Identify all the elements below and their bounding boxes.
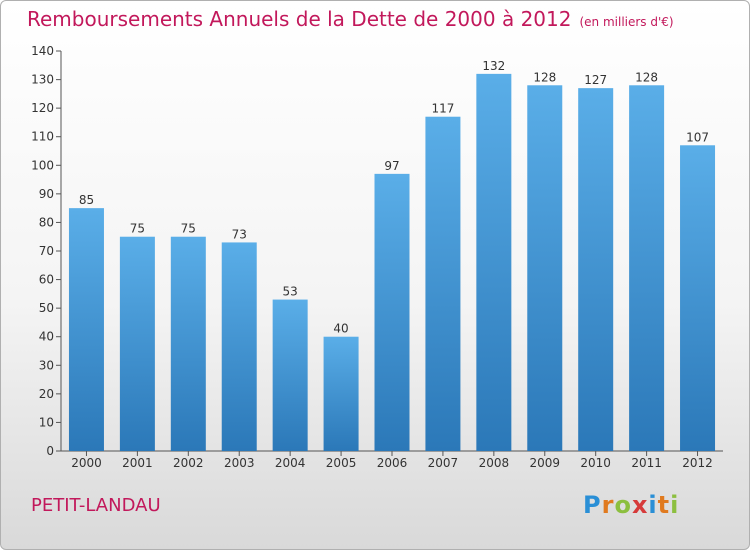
bar-value-label: 128 [533,70,556,84]
bar-value-label: 117 [431,102,454,116]
chart-title-line: Remboursements Annuels de la Dette de 20… [27,7,674,31]
x-tick-label: 2001 [122,456,153,470]
bar-value-label: 128 [635,70,658,84]
y-tick-label: 110 [31,130,54,144]
logo-letter: t [657,491,671,519]
y-tick-label: 30 [39,358,54,372]
bar [476,73,512,451]
bar-value-label: 73 [232,227,247,241]
bar-value-label: 127 [584,73,607,87]
bar [680,145,716,452]
commune-name: PETIT-LANDAU [31,495,161,516]
y-tick-label: 60 [39,273,54,287]
x-tick-label: 2009 [529,456,560,470]
bar [374,173,410,451]
logo-letter: i [648,491,658,519]
proxiti-logo: Proxiti [583,491,679,519]
bar [68,208,104,451]
bar [425,116,461,451]
x-tick-label: 2005 [326,456,357,470]
y-tick-label: 20 [39,387,54,401]
y-tick-label: 120 [31,101,54,115]
x-tick-label: 2011 [631,456,662,470]
y-tick-label: 40 [39,330,54,344]
x-tick-label: 2000 [71,456,102,470]
x-tick-label: 2007 [428,456,459,470]
bar [578,88,614,452]
logo-letter: r [601,491,615,519]
y-tick-label: 100 [31,158,54,172]
bar [323,336,359,451]
bar-value-label: 75 [130,222,145,236]
bar [221,242,257,451]
logo-letter: o [614,491,632,519]
x-tick-label: 2006 [377,456,408,470]
bar-value-label: 85 [79,193,94,207]
y-tick-label: 70 [39,244,54,258]
bar-value-label: 132 [482,59,505,73]
x-tick-label: 2004 [275,456,306,470]
bar [119,236,155,451]
x-tick-label: 2012 [682,456,713,470]
chart-title: Remboursements Annuels de la Dette de 20… [27,7,572,31]
x-tick-label: 2002 [173,456,204,470]
chart-subtitle: (en milliers d'€) [579,15,674,29]
bar-value-label: 53 [283,285,298,299]
logo-letter: i [670,491,680,519]
logo-letter: P [583,491,602,519]
x-tick-label: 2008 [479,456,510,470]
bar [527,85,563,452]
y-tick-label: 0 [46,444,54,458]
y-tick-label: 80 [39,215,54,229]
x-tick-label: 2010 [580,456,611,470]
bar [629,85,665,452]
y-tick-label: 130 [31,73,54,87]
y-tick-label: 90 [39,187,54,201]
y-tick-label: 50 [39,301,54,315]
bar [272,299,308,451]
y-tick-label: 140 [31,44,54,58]
bar-value-label: 107 [686,130,709,144]
logo-letter: x [631,491,649,519]
bar [170,236,206,451]
bar-value-label: 97 [384,159,399,173]
x-tick-label: 2003 [224,456,255,470]
y-tick-label: 10 [39,415,54,429]
bar-value-label: 75 [181,222,196,236]
bar-value-label: 40 [333,322,348,336]
